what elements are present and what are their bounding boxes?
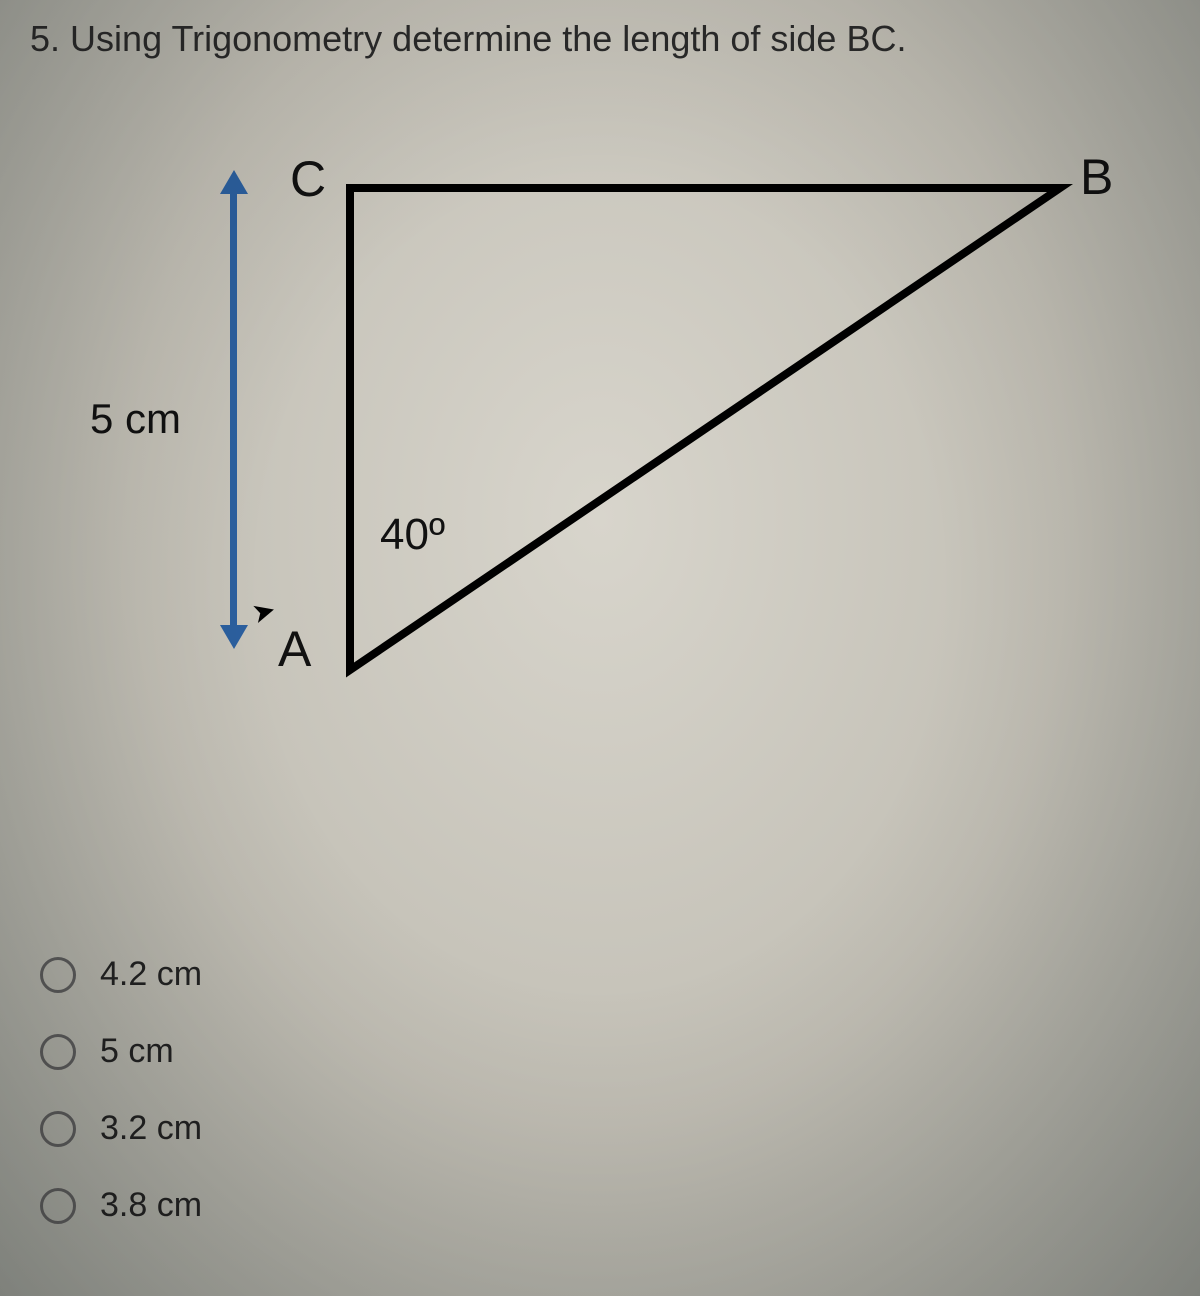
option-3[interactable]: 3.8 cm <box>40 1186 202 1225</box>
vertex-c-label: C <box>290 150 326 208</box>
option-label: 5 cm <box>100 1032 174 1071</box>
answer-options: 4.2 cm 5 cm 3.2 cm 3.8 cm <box>40 955 202 1225</box>
side-ac-label: 5 cm <box>90 395 181 443</box>
arrow-down-icon <box>220 625 248 649</box>
question-text: 5. Using Trigonometry determine the leng… <box>30 18 906 60</box>
option-label: 4.2 cm <box>100 955 202 994</box>
vertex-b-label: B <box>1080 148 1113 206</box>
radio-icon[interactable] <box>40 957 76 993</box>
vertex-a-label: A <box>278 620 311 678</box>
option-0[interactable]: 4.2 cm <box>40 955 202 994</box>
question-body: Using Trigonometry determine the length … <box>70 18 906 59</box>
option-label: 3.8 cm <box>100 1186 202 1225</box>
triangle-figure: 5 cm C A B 40º ➤ <box>80 140 1140 780</box>
measure-arrow <box>230 190 237 630</box>
radio-icon[interactable] <box>40 1111 76 1147</box>
option-2[interactable]: 3.2 cm <box>40 1109 202 1148</box>
triangle-svg <box>80 140 1140 780</box>
angle-a-label: 40º <box>380 510 445 560</box>
option-1[interactable]: 5 cm <box>40 1032 202 1071</box>
question-number: 5. <box>30 18 60 59</box>
radio-icon[interactable] <box>40 1034 76 1070</box>
radio-icon[interactable] <box>40 1188 76 1224</box>
option-label: 3.2 cm <box>100 1109 202 1148</box>
